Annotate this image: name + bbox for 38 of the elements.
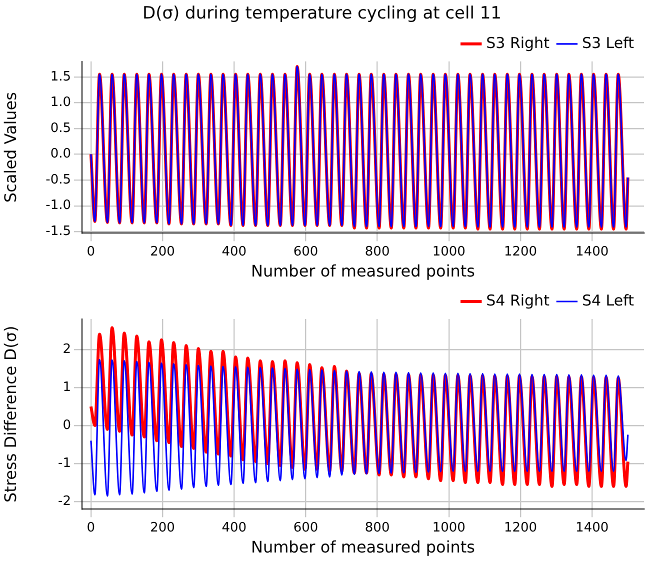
x-tick-label: 0 [86, 244, 96, 260]
legend-label: S4 Left [582, 291, 634, 310]
y-tick-label: 1 [62, 380, 71, 395]
x-tick-label: 400 [222, 244, 247, 260]
x-tick-label: 1000 [432, 244, 466, 260]
y-axis-title: Scaled Values [0, 92, 20, 203]
x-tick-label: 600 [293, 520, 318, 536]
legend-label: S3 Right [486, 34, 550, 52]
legend-label: S3 Left [582, 34, 634, 52]
legend-label: S4 Right [486, 291, 550, 310]
x-axis-title: Number of measured points [250, 538, 476, 557]
y-tick-label: -0.5 [46, 172, 71, 188]
y-tick-label: -1.5 [46, 224, 71, 240]
chart-title: D(σ) during temperature cycling at cell 11 [142, 4, 502, 24]
y-tick-label: 0 [62, 418, 71, 433]
x-tick-label: 0 [86, 520, 96, 536]
y-tick-label: 2 [62, 342, 71, 357]
y-tick-label: 1.0 [50, 95, 71, 110]
x-tick-label: 600 [293, 244, 318, 260]
x-tick-label: 400 [222, 520, 247, 536]
x-tick-label: 200 [150, 520, 175, 536]
line-series [90, 358, 629, 497]
y-tick-label: 0.0 [50, 146, 71, 162]
x-tick-label: 800 [364, 244, 390, 260]
x-tick-label: 1400 [576, 244, 609, 260]
x-tick-label: 200 [150, 244, 175, 260]
x-tick-label: 1200 [504, 244, 538, 260]
y-axis-title: Stress Difference D(σ) [0, 326, 20, 502]
y-tick-label: -1.0 [46, 198, 71, 214]
x-tick-label: 1200 [504, 520, 538, 536]
y-tick-label: 1.5 [50, 69, 71, 84]
x-axis-title: Number of measured points [250, 262, 476, 281]
x-tick-label: 1400 [576, 520, 609, 536]
y-tick-label: -2 [58, 494, 71, 509]
y-tick-label: -1 [58, 456, 71, 471]
y-tick-label: 0.5 [50, 120, 71, 136]
x-tick-label: 800 [364, 520, 390, 536]
x-tick-label: 1000 [432, 520, 466, 536]
